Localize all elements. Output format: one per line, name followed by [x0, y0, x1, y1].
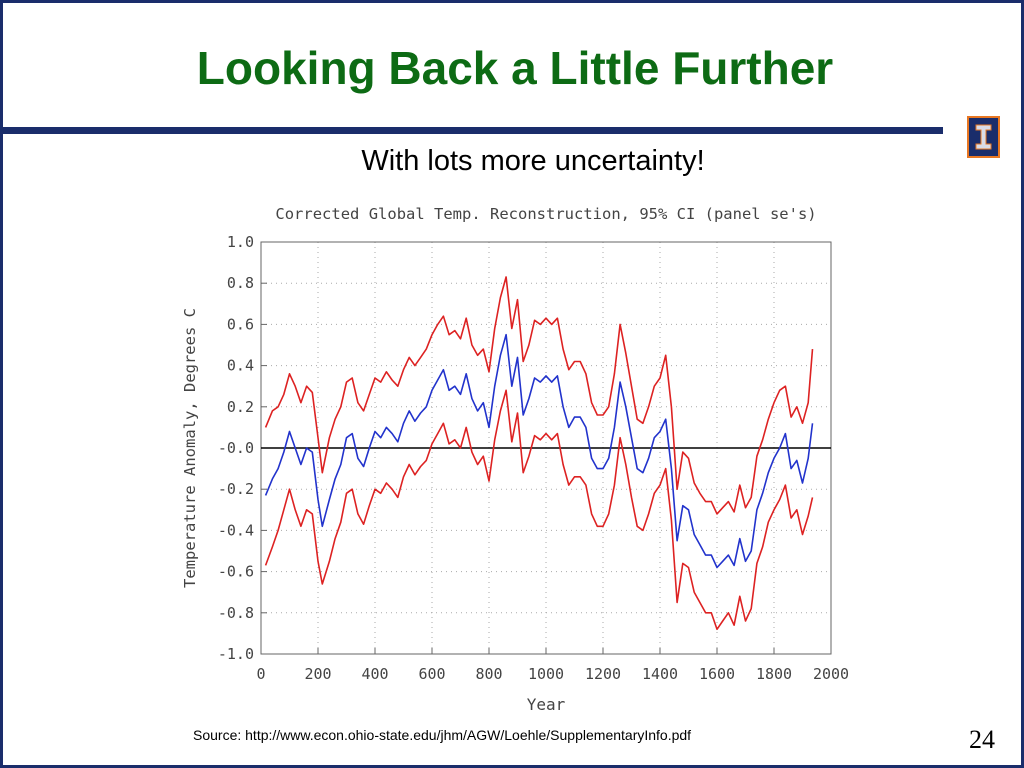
- lower-ci-line: [264, 389, 814, 631]
- x-tick-label: 2000: [813, 665, 849, 683]
- x-tick-label: 600: [418, 665, 445, 683]
- y-tick-label: -1.0: [218, 645, 254, 663]
- y-tick-label: -0.6: [218, 563, 254, 581]
- x-tick-label: 1000: [528, 665, 564, 683]
- y-tick-label: -0.4: [218, 521, 254, 539]
- source-citation: Source: http://www.econ.ohio-state.edu/j…: [193, 727, 692, 743]
- x-axis-label: Year: [527, 695, 566, 714]
- y-tick-label: -0.0: [218, 439, 254, 457]
- x-tick-label: 1400: [642, 665, 678, 683]
- y-tick-label: 1.0: [227, 233, 254, 251]
- y-tick-label: 0.6: [227, 315, 254, 333]
- upper-ci-line: [264, 276, 814, 515]
- title-divider: [3, 127, 943, 134]
- x-tick-label: 800: [475, 665, 502, 683]
- x-tick-label: 0: [256, 665, 265, 683]
- x-tick-label: 1200: [585, 665, 621, 683]
- x-tick-label: 1600: [699, 665, 735, 683]
- slide-subtitle: With lots more uncertainty!: [361, 145, 705, 177]
- page-number: 24: [969, 725, 995, 754]
- reconstruction-line: [264, 333, 814, 569]
- y-tick-label: -0.2: [218, 480, 254, 498]
- y-tick-label: 0.2: [227, 398, 254, 416]
- x-tick-label: 1800: [756, 665, 792, 683]
- x-tick-label: 200: [304, 665, 331, 683]
- y-axis-label: Temperature Anomaly, Degrees C: [181, 308, 199, 588]
- y-tick-label: 0.4: [227, 357, 254, 375]
- y-tick-label: -0.8: [218, 604, 254, 622]
- temperature-reconstruction-chart: 0 200 400 600 800 1000 1200 1400 1600 1800 2000 1.0…: [181, 205, 849, 714]
- chart-title: Corrected Global Temp. Reconstruction, 9…: [275, 205, 816, 223]
- slide-title: Looking Back a Little Further: [196, 42, 834, 94]
- y-tick-label: 0.8: [227, 274, 254, 292]
- illinois-block-i-icon: [967, 116, 1000, 158]
- x-tick-label: 400: [361, 665, 388, 683]
